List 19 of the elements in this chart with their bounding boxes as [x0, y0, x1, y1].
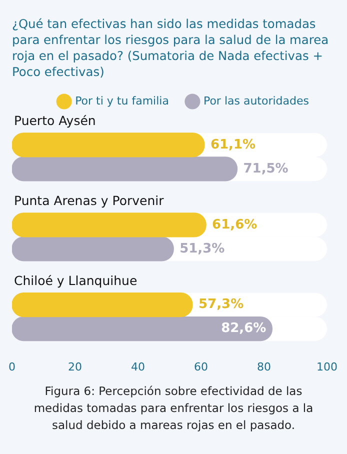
chart-title: ¿Qué tan efectivas han sido las medidas tomadas para enfrentar los riesgos para la salud de la marea roja en el pasado? (Sumatoria de Nada efectivas + Poco efectivas) — [12, 16, 330, 80]
y-tick-label: Puerto Aysén — [14, 112, 96, 128]
x-tick-label: 80 — [257, 360, 271, 374]
x-tick-label: 20 — [68, 360, 82, 374]
y-tick-label: Chiloé y Llanquihue — [14, 272, 138, 288]
y-tick-label: Punta Arenas y Porvenir — [14, 192, 165, 208]
legend-label: Por las autoridades — [203, 94, 310, 108]
data-label: 51,3% — [180, 241, 225, 256]
data-label: 61,6% — [212, 217, 258, 232]
legend-label: Por ti y tu familia — [75, 94, 169, 108]
data-label: 61,1% — [210, 137, 256, 152]
x-tick-label: 60 — [194, 360, 208, 374]
x-tick-label: 100 — [316, 360, 338, 374]
data-label: 82,6% — [221, 321, 266, 336]
data-label: 57,3% — [198, 297, 244, 312]
data-label: 71,5% — [243, 161, 288, 176]
text: Figura 6: Percepción sobre efectividad de las medidas tomadas para enfrentar los riesgos a la salud debido a mareas rojas en el pasado. — [32, 383, 314, 434]
x-tick-label: 40 — [131, 360, 145, 374]
x-tick-label: 0 — [8, 360, 16, 374]
